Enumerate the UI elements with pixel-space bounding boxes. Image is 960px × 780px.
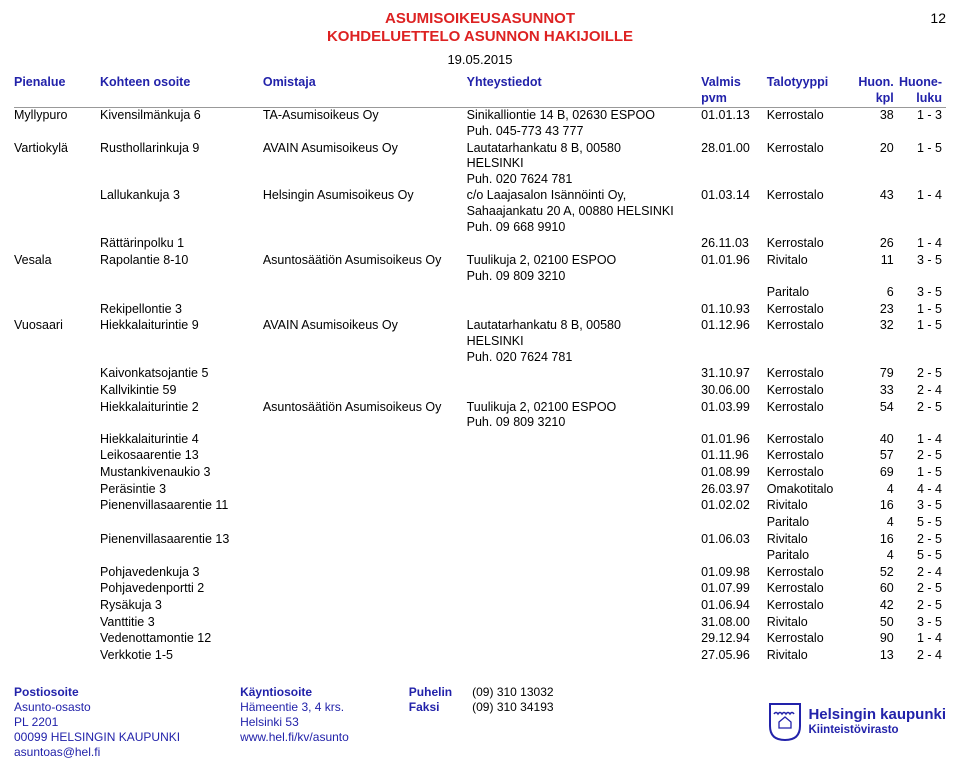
foot-visit: Käyntiosoite Hämeentie 3, 4 krs. Helsink…: [240, 685, 349, 760]
hdr-osoite: Kohteen osoite: [100, 75, 263, 108]
table-row: Mustankivenaukio 301.08.99Kerrostalo691 …: [14, 465, 946, 482]
table-row: Paritalo45 - 5: [14, 515, 946, 532]
listing-table: Pienalue Kohteen osoite Omistaja Yhteyst…: [14, 75, 946, 665]
helsinki-crest-icon: [768, 702, 802, 742]
hdr-huone-luku: Huone-luku: [898, 75, 946, 108]
logo-text-small: Kiinteistövirasto: [808, 724, 946, 737]
table-row: Rekipellontie 301.10.93Kerrostalo231 - 5: [14, 302, 946, 319]
table-row: VesalaRapolantie 8-10Asuntosäätiön Asumi…: [14, 253, 946, 285]
table-row: Pohjavedenkuja 301.09.98Kerrostalo522 - …: [14, 565, 946, 582]
hdr-pienalue: Pienalue: [14, 75, 100, 108]
table-row: MyllypuroKivensilmänkuja 6TA-Asumisoikeu…: [14, 108, 946, 141]
hdr-huon-kpl: Huon.kpl: [853, 75, 898, 108]
table-row: VuosaariHiekkalaiturintie 9AVAIN Asumiso…: [14, 318, 946, 366]
hdr-yhteystiedot: Yhteystiedot: [467, 75, 702, 108]
page-number: 12: [930, 10, 946, 27]
table-row: Hiekkalaiturintie 2Asuntosäätiön Asumiso…: [14, 400, 946, 432]
logo-text-big: Helsingin kaupunki: [808, 707, 946, 724]
table-row: Pienenvillasaarentie 1301.06.03Rivitalo1…: [14, 532, 946, 549]
table-row: Hiekkalaiturintie 401.01.96Kerrostalo401…: [14, 432, 946, 449]
table-row: Pienenvillasaarentie 1101.02.02Rivitalo1…: [14, 498, 946, 515]
foot-phone-fax-vals: (09) 310 13032 (09) 310 34193: [472, 685, 553, 760]
foot-phone-fax: Puhelin Faksi: [409, 685, 452, 760]
table-row: Vanttitie 331.08.00Rivitalo503 - 5: [14, 615, 946, 632]
hdr-valmis: Valmispvm: [701, 75, 767, 108]
date: 19.05.2015: [14, 52, 946, 67]
table-row: Kallvikintie 5930.06.00Kerrostalo332 - 4: [14, 383, 946, 400]
hdr-omistaja: Omistaja: [263, 75, 467, 108]
table-row: Verkkotie 1-527.05.96Rivitalo132 - 4: [14, 648, 946, 665]
table-row: Kaivonkatsojantie 531.10.97Kerrostalo792…: [14, 366, 946, 383]
table-row: Vedenottamontie 1229.12.94Kerrostalo901 …: [14, 631, 946, 648]
table-row: VartiokyläRusthollarinkuja 9AVAIN Asumis…: [14, 141, 946, 189]
table-row: Rättärinpolku 126.11.03Kerrostalo261 - 4: [14, 236, 946, 253]
hdr-talotyyppi: Talotyyppi: [767, 75, 853, 108]
table-row: Peräsintie 326.03.97Omakotitalo44 - 4: [14, 482, 946, 499]
footer-logo: Helsingin kaupunki Kiinteistövirasto: [768, 685, 946, 760]
table-row: Lallukankuja 3Helsingin Asumisoikeus Oyc…: [14, 188, 946, 236]
title-2: KOHDELUETTELO ASUNNON HAKIJOILLE: [14, 28, 946, 46]
table-row: Pohjavedenportti 201.07.99Kerrostalo602 …: [14, 581, 946, 598]
foot-post: Postiosoite Asunto-osasto PL 2201 00099 …: [14, 685, 180, 760]
table-row: Paritalo45 - 5: [14, 548, 946, 565]
table-row: Rysäkuja 301.06.94Kerrostalo422 - 5: [14, 598, 946, 615]
table-row: Paritalo63 - 5: [14, 285, 946, 302]
title-block: 12 ASUMISOIKEUSASUNNOT KOHDELUETTELO ASU…: [14, 10, 946, 46]
footer: Postiosoite Asunto-osasto PL 2201 00099 …: [14, 685, 946, 760]
table-row: Leikosaarentie 1301.11.96Kerrostalo572 -…: [14, 448, 946, 465]
title-1: ASUMISOIKEUSASUNNOT: [14, 10, 946, 28]
